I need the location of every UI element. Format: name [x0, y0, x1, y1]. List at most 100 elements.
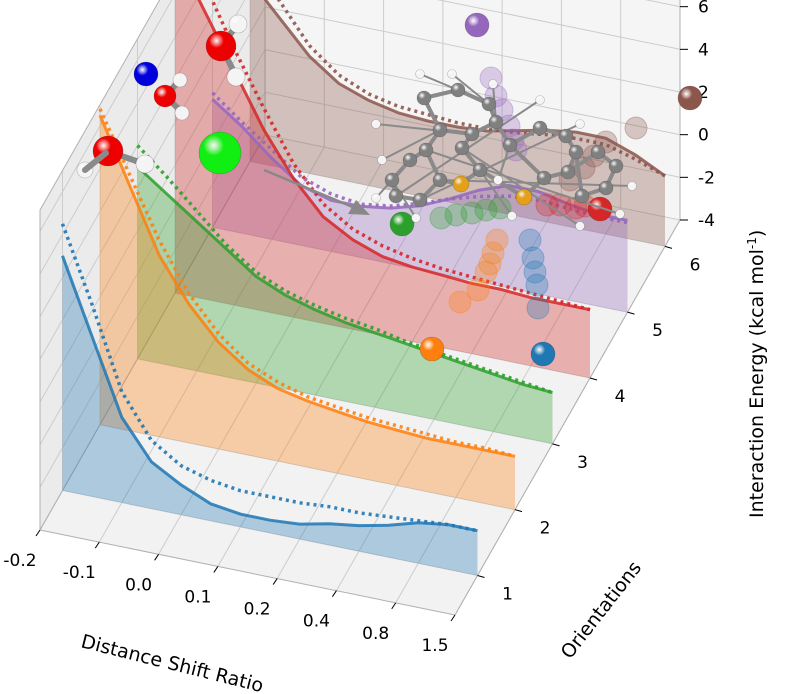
grid-line-z	[39, 0, 681, 317]
carbon-atom	[598, 180, 614, 196]
x-tick-mark	[272, 578, 278, 585]
trajectory-ghost-atom-2	[474, 260, 498, 284]
hydrogen-atom	[377, 155, 387, 165]
x-tick-label: -0.1	[63, 563, 96, 583]
hydrogen-atom	[507, 211, 517, 221]
carbon-atom	[432, 172, 448, 188]
z-axis-label: Interaction Energy (kcal mol-1)	[745, 230, 768, 518]
x-axis-label: Distance Shift Ratio	[79, 631, 266, 694]
pane-edge	[39, 529, 456, 616]
x-tick-label: 1.5	[421, 636, 448, 656]
x-tick-mark	[154, 554, 159, 561]
molecule-inset	[76, 12, 703, 367]
trajectory-ghost-atom-2	[485, 228, 509, 252]
chlorine-atom	[198, 131, 242, 175]
hydrogen-atom	[135, 154, 155, 174]
z-tick-label: 0	[698, 126, 709, 146]
bond	[508, 143, 546, 180]
hydrogen-atom	[172, 72, 188, 88]
carbon-atom	[574, 188, 590, 204]
x-tick-mark	[94, 541, 100, 549]
y-tick-label: 3	[577, 453, 588, 473]
shift-arrow-head	[348, 200, 370, 215]
series-fill-4	[175, 0, 590, 378]
y-tick-mark	[664, 245, 673, 249]
carbon-atom	[558, 128, 574, 144]
hydrogen-atom	[411, 213, 421, 223]
series-solid-line-6	[263, 0, 666, 178]
series-dotted-line-4	[210, 0, 591, 312]
bond	[479, 169, 513, 217]
bond	[381, 129, 441, 161]
x-tick-mark	[332, 590, 337, 597]
carbon-atom	[488, 114, 504, 130]
carbon-atom	[481, 96, 497, 112]
carbon-atom	[502, 137, 518, 153]
series-dotted-line-2	[98, 108, 516, 458]
x-tick-mark	[213, 566, 219, 573]
x-tick-mark	[391, 602, 397, 610]
hydrogen-atom	[535, 95, 545, 105]
pane-edge	[39, 134, 266, 531]
series-solid-line-2	[98, 114, 516, 458]
series-dotted-line-1	[60, 223, 478, 533]
bond	[391, 179, 417, 219]
bond	[574, 150, 584, 198]
x-tick-mark	[450, 614, 456, 622]
y-tick-label: 6	[690, 255, 701, 275]
series-solid-line-4	[197, 0, 591, 312]
series-solid-line-1	[61, 255, 478, 533]
hydrogen-atom	[228, 14, 248, 34]
grid-line-z	[39, 0, 173, 232]
trajectory-ghost-atom-3	[460, 201, 484, 225]
x-tick-label: 0.0	[125, 575, 152, 595]
hydrogen-atom	[174, 105, 190, 121]
trajectory-end-atom-1	[530, 341, 556, 367]
bond	[419, 123, 581, 201]
carbon-atom	[384, 172, 400, 188]
z-tick-label: -4	[698, 211, 715, 231]
carbon-atom	[590, 144, 606, 160]
y-tick-label: 4	[615, 387, 626, 407]
trajectory-ghost-atom-1	[525, 273, 549, 297]
series-fill-3	[137, 166, 553, 444]
trajectory-ghost-atom-1	[526, 296, 550, 320]
pane-edge	[39, 0, 161, 211]
trajectory-ghost-atom-3	[444, 203, 468, 227]
carbon-atom	[568, 144, 584, 160]
trajectory-ghost-atom-1	[521, 246, 545, 270]
bond	[82, 150, 109, 173]
trajectory-ghost-atom-1	[518, 228, 542, 252]
carbon-atom	[412, 192, 428, 208]
bond	[375, 123, 473, 135]
nitrogen-atom	[133, 61, 159, 87]
x-tick-label: 0.4	[303, 612, 330, 632]
grid-line-z	[39, 0, 681, 360]
axis-ticks: -0.2 -0.1 0.0 0.1 0.2 0.4 0.8 1.5 1 2 3 4 5 6 -4 -2 0 2 4 6…	[3, 0, 715, 656]
x-tick-label: 0.8	[362, 624, 389, 644]
trajectory-end-atom-6	[677, 85, 703, 111]
hydrogen-atom	[226, 67, 246, 87]
hydrogen-atom	[575, 119, 585, 129]
trajectory-ghost-atom-3	[429, 206, 453, 230]
carbon-atom	[418, 142, 434, 158]
bond	[451, 73, 490, 105]
carbon-atom	[432, 122, 448, 138]
carbon-atom	[608, 158, 624, 174]
hydrogen-atom	[415, 69, 425, 79]
trajectory-ghost-atom-1	[523, 260, 547, 284]
z-tick-label: 4	[698, 40, 709, 60]
z-tick-label: 2	[698, 83, 709, 103]
bond	[478, 168, 526, 199]
series-fill-2	[100, 115, 515, 510]
carbon-atom	[536, 170, 552, 186]
series-fill-1	[62, 255, 478, 576]
z-axis-label-sup: -1	[745, 237, 759, 249]
y-tick-mark	[589, 377, 598, 381]
x-tick-label: 0.1	[184, 587, 211, 607]
y-tick-mark	[514, 509, 523, 513]
carbon-atom	[454, 140, 470, 156]
hydrogen-atom	[627, 181, 637, 191]
z-tick-label: -2	[698, 168, 715, 188]
